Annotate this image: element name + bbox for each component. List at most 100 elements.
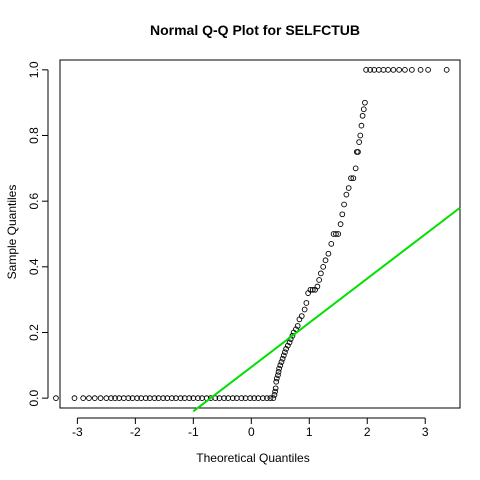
data-point [318,270,324,277]
data-point [359,112,366,119]
data-point [212,395,219,402]
y-axis-title: Sample Quantiles [5,185,19,280]
data-point [120,395,127,402]
data-point [316,277,322,283]
data-point [151,395,158,402]
data-point [229,395,236,402]
data-point [337,221,344,228]
x-tick-label: -1 [188,425,199,439]
data-point [186,395,193,402]
data-point [251,395,258,402]
chart-title: Normal Q-Q Plot for SELFCTUB [150,22,360,38]
y-tick-label: 0.6 [27,193,41,210]
data-point [362,99,368,106]
data-point [303,300,310,306]
data-point [247,395,253,402]
data-point [341,201,347,208]
data-point [320,263,327,270]
x-tick-label: 1 [306,425,313,439]
data-point [328,240,335,247]
y-axis: 0.0 0.2 0.4 0.6 0.8 1.0 [27,61,49,406]
data-point [356,139,362,145]
data-point [402,66,408,73]
data-point [169,395,175,402]
y-tick-label: 0.4 [27,258,41,275]
data-point [160,395,167,402]
data-point [80,395,87,402]
data-point [195,395,201,402]
data-point [425,66,431,73]
data-point [264,395,270,402]
plot-frame [59,59,461,409]
y-tick-label: 0.2 [27,324,41,341]
data-point [352,165,359,172]
data-point [417,66,424,73]
data-point [142,395,149,402]
data-point [358,122,365,129]
data-point [325,250,332,257]
data-point [367,66,373,73]
data-point [260,395,266,402]
data-point [314,283,321,290]
x-tick-label: 3 [422,425,429,439]
data-point [390,66,397,73]
data-point [71,395,78,402]
x-axis-title: Theoretical Quantiles [196,451,309,465]
data-point [396,66,402,73]
data-point [108,395,114,402]
data-point [345,185,352,191]
x-tick-label: -2 [130,425,141,439]
data-point [134,395,140,402]
data-point [271,392,278,398]
data-point [125,395,132,402]
data-point [343,191,350,198]
y-tick-label: 0.0 [27,389,41,406]
y-tick-label: 1.0 [27,61,41,78]
data-point [309,286,316,293]
data-point [335,231,342,237]
data-point [279,355,286,362]
data-point [177,395,184,402]
x-tick-label: -3 [72,425,83,439]
data-point [270,395,277,402]
data-point [238,395,245,402]
data-point [357,132,364,139]
data-point [112,395,118,402]
data-point [443,66,450,73]
data-point [348,175,354,182]
data-point [272,385,279,392]
data-point [339,211,346,218]
data-point [275,369,282,375]
data-point [360,106,367,113]
data-point [86,395,92,402]
data-point [273,378,280,385]
data-point [375,66,382,73]
data-point [283,346,289,352]
data-point [277,362,284,369]
data-point [409,66,415,73]
x-tick-label: 0 [248,425,255,439]
data-point [350,175,357,182]
data-point [91,395,98,402]
data-point [221,395,227,402]
data-point [284,342,291,349]
data-point [294,323,301,329]
data-point [275,372,281,379]
data-point [363,66,369,73]
data-point [267,395,274,402]
data-point [298,313,305,319]
data-point [282,349,288,356]
reference-line [192,206,461,413]
data-point [322,257,329,264]
data-point [289,332,296,339]
x-axis: -3 -2 -1 0 1 2 3 [72,417,429,439]
data-point [272,388,278,395]
data-point [103,395,110,402]
data-point [276,365,282,372]
data-point [333,231,339,237]
data-points [53,66,450,402]
data-point [385,66,391,73]
data-point [97,395,104,402]
